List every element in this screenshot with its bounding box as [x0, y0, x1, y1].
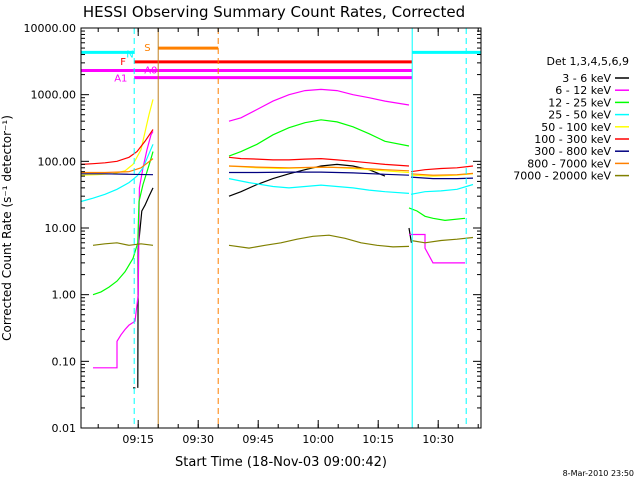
series-800-7000-kev-segment-1	[228, 165, 410, 172]
legend-label-300-800-kev: 300 - 800 keV	[534, 145, 611, 158]
x-tick-label: 10:30	[422, 433, 454, 446]
legend-label-800-7000-kev: 800 - 7000 keV	[527, 157, 611, 170]
state-bars-group: SNF A0 A1	[81, 43, 481, 85]
x-axis-label: Start Time (18-Nov-03 09:00:42)	[175, 455, 387, 470]
series-3-6-kev-segment-2	[228, 163, 386, 197]
series-800-7000-kev-segment-0	[81, 158, 154, 174]
x-tick-label: 09:15	[122, 433, 154, 446]
chart-title: HESSI Observing Summary Count Rates, Cor…	[83, 3, 465, 21]
x-tick-label: 09:30	[182, 433, 214, 446]
series-3-6-kev-segment-3	[408, 227, 412, 243]
footer-timestamp: 8-Mar-2010 23:50	[563, 469, 634, 478]
state-bar-label-a1: A1	[114, 74, 127, 85]
y-tick-label: 10.00	[45, 222, 77, 235]
series-3-6-kev-segment-1	[137, 187, 154, 388]
series-25-50-kev-segment-2	[410, 183, 474, 195]
series-300-800-kev-segment-2	[410, 176, 474, 180]
legend-label-100-300-kev: 100 - 300 keV	[534, 133, 611, 146]
series-25-50-kev-segment-0	[80, 144, 154, 203]
series-300-800-kev-segment-0	[81, 173, 154, 176]
legend-label-12-25-kev: 12 - 25 keV	[548, 96, 611, 109]
series-300-800-kev-segment-1	[229, 171, 410, 176]
series-25-50-kev-segment-1	[228, 178, 410, 194]
series-100-300-kev-segment-2	[410, 165, 474, 173]
y-tick-label: 10000.00	[24, 22, 77, 35]
y-tick-label: 100.00	[38, 155, 77, 168]
series-50-100-kev-segment-0	[80, 99, 154, 176]
series-6-12-kev-segment-0	[93, 131, 154, 369]
series-12-25-kev-segment-0	[92, 151, 154, 296]
y-tick-label: 1.00	[52, 289, 77, 302]
state-bar-label-a0: A0	[144, 66, 157, 77]
series-100-300-kev-segment-0	[80, 129, 154, 165]
series-12-25-kev-segment-1	[228, 119, 410, 157]
series-12-25-kev-segment-2	[408, 207, 466, 222]
legend-label-6-12-kev: 6 - 12 keV	[555, 84, 611, 97]
state-bar-label-s: S	[144, 43, 150, 54]
series-group	[80, 88, 474, 389]
x-tick-label: 09:45	[242, 433, 274, 446]
legend-label-3-6-kev: 3 - 6 keV	[562, 72, 611, 85]
legend-label-50-100-kev: 50 - 100 keV	[541, 121, 611, 134]
axes-group	[80, 27, 482, 429]
series-800-7000-kev-segment-2	[410, 172, 474, 176]
y-tick-label: 0.01	[52, 422, 77, 435]
ticks-group: 10000.00 1000.00 100.00 10.00 1.00 0.10 0.01 09…	[24, 22, 481, 446]
series-7000-20000-kev-segment-1	[228, 234, 410, 249]
plot-frame	[80, 27, 482, 429]
y-tick-label: 1000.00	[31, 89, 77, 102]
x-tick-label: 10:00	[302, 433, 334, 446]
series-7000-20000-kev-segment-2	[410, 236, 474, 244]
x-tick-label: 10:15	[362, 433, 394, 446]
state-bar-label-n: N	[126, 49, 133, 60]
legend-label-7000-20000-kev: 7000 - 20000 keV	[513, 170, 611, 183]
labels-group: HESSI Observing Summary Count Rates, Cor…	[0, 3, 634, 478]
series-6-12-kev-segment-1	[228, 88, 410, 122]
series-6-12-kev-segment-2	[409, 233, 465, 264]
legend-title: Det 1,3,4,5,6,9	[546, 55, 629, 68]
legend-label-25-50-kev: 25 - 50 keV	[548, 109, 611, 122]
series-7000-20000-kev-segment-0	[92, 242, 154, 246]
y-tick-label: 0.10	[52, 355, 77, 368]
state-bar-label-f: F	[120, 57, 126, 68]
series-100-300-kev-segment-1	[228, 156, 410, 167]
y-axis-label: Corrected Count Rate (s⁻¹ detector⁻¹)	[0, 115, 14, 341]
